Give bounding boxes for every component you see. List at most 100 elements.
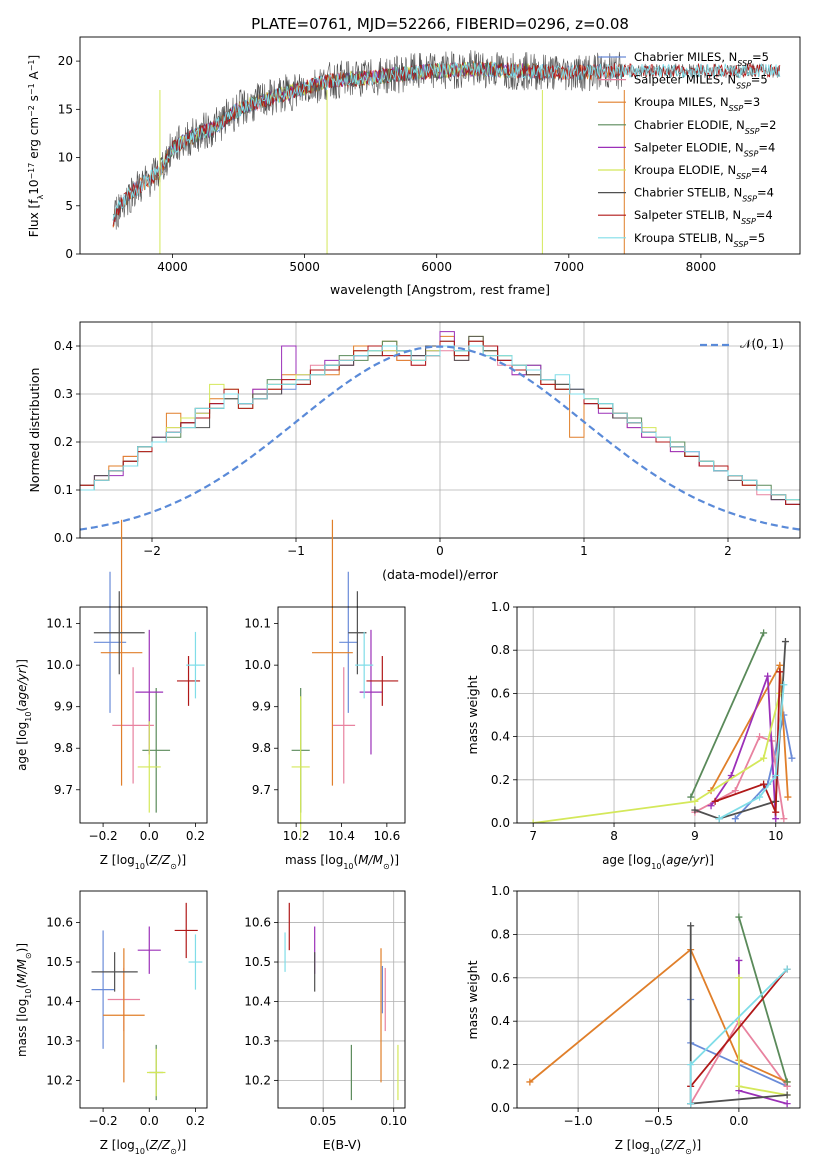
plot-area bbox=[91, 902, 203, 1101]
errorbar-point bbox=[359, 629, 383, 755]
weight-marker bbox=[780, 815, 788, 823]
y-tick-label: 1.0 bbox=[491, 884, 510, 898]
y-tick-label: 0.6 bbox=[491, 686, 510, 700]
x-tick-label: 0.05 bbox=[310, 1114, 337, 1128]
weight-marker bbox=[687, 793, 695, 801]
weight-marker bbox=[731, 787, 739, 795]
histogram-step bbox=[80, 345, 800, 505]
x-tick-label: 9 bbox=[691, 829, 699, 843]
legend-entry: 𝒩(0, 1) bbox=[740, 337, 784, 351]
weight-line bbox=[533, 693, 781, 823]
y-tick-label: 0.0 bbox=[54, 531, 73, 545]
weight-marker bbox=[691, 806, 699, 814]
legend-entry: Kroupa MILES, NSSP=3 bbox=[634, 95, 760, 113]
y-tick-label: 0.1 bbox=[54, 483, 73, 497]
weight-marker bbox=[760, 754, 768, 762]
weight-marker bbox=[526, 1078, 534, 1086]
gaussian-curve bbox=[80, 345, 800, 531]
y-tick-label: 10.2 bbox=[46, 1073, 73, 1087]
histogram-step bbox=[80, 340, 800, 505]
y-tick-label: 10.0 bbox=[244, 658, 271, 672]
y-tick-label: 0 bbox=[65, 247, 73, 261]
weight-marker bbox=[715, 815, 723, 823]
histogram-step bbox=[80, 340, 800, 505]
histogram-step bbox=[80, 345, 800, 510]
x-tick-label: −2 bbox=[143, 544, 161, 558]
weight-marker bbox=[760, 780, 768, 788]
y-tick-label: 9.7 bbox=[252, 783, 271, 797]
y-axis-label: Flux [fλ10−17 erg cm−2 s−1 A−1] bbox=[27, 55, 45, 237]
legend-entry: Salpeter STELIB, NSSP=4 bbox=[634, 208, 773, 226]
x-axis-label: Z [log10(Z/Z⊙)] bbox=[100, 1138, 186, 1156]
weight-marker bbox=[756, 793, 764, 801]
errorbar-point bbox=[291, 696, 310, 838]
y-tick-label: 0.0 bbox=[491, 816, 510, 830]
errorbar-point bbox=[142, 688, 171, 813]
weight-marker bbox=[735, 913, 743, 921]
y-tick-label: 15 bbox=[58, 102, 73, 116]
y-tick-label: 20 bbox=[58, 54, 73, 68]
errorbar-point bbox=[348, 591, 367, 675]
weight-marker bbox=[783, 1100, 791, 1108]
x-axis-label: E(B-V) bbox=[323, 1137, 362, 1152]
errorbar-point bbox=[137, 721, 161, 813]
y-tick-label: 0.4 bbox=[491, 730, 510, 744]
legend-entry: Kroupa STELIB, NSSP=5 bbox=[634, 231, 765, 249]
y-tick-label: 0.8 bbox=[491, 927, 510, 941]
y-tick-label: 0.4 bbox=[491, 1014, 510, 1028]
errorbar-point bbox=[332, 667, 356, 784]
legend-entry: Kroupa ELODIE, NSSP=4 bbox=[634, 163, 768, 181]
y-tick-label: 0.2 bbox=[54, 435, 73, 449]
axes-frame bbox=[79, 36, 801, 255]
weight-marker bbox=[772, 815, 780, 823]
errorbar-point bbox=[174, 902, 198, 959]
y-tick-label: 10.6 bbox=[46, 916, 73, 930]
x-tick-label: 4000 bbox=[157, 260, 188, 274]
y-tick-label: 10.1 bbox=[244, 617, 271, 631]
weight-marker bbox=[756, 733, 764, 741]
y-tick-label: 9.9 bbox=[54, 700, 73, 714]
y-tick-label: 1.0 bbox=[491, 600, 510, 614]
plot-area bbox=[284, 902, 399, 1101]
y-tick-label: 10.0 bbox=[46, 658, 73, 672]
panel-z-vs-mass: −0.2 0.0 0.2 10.2 10.3 10.4 10.5 10.6 Z [log10(Z… bbox=[15, 890, 208, 1156]
axes-frame bbox=[79, 606, 208, 824]
weight-marker bbox=[735, 956, 743, 964]
weight-marker bbox=[788, 754, 796, 762]
y-tick-label: 10.2 bbox=[244, 1073, 271, 1087]
x-axis-label: Z [log10(Z/Z⊙)] bbox=[100, 853, 186, 871]
errorbar-point bbox=[188, 934, 203, 990]
weight-marker bbox=[711, 797, 719, 805]
legend-entry: Chabrier STELIB, NSSP=4 bbox=[634, 186, 774, 204]
x-tick-label: 10.4 bbox=[328, 829, 355, 843]
plot-area bbox=[526, 913, 791, 1108]
axes-frame bbox=[79, 321, 801, 539]
histogram-step bbox=[80, 335, 800, 510]
axes-frame bbox=[516, 606, 801, 824]
x-tick-label: 7 bbox=[529, 829, 537, 843]
y-tick-label: 10.6 bbox=[244, 916, 271, 930]
histogram-step bbox=[80, 335, 800, 505]
panel-z-vs-age: −0.2 0.0 0.2 9.7 9.8 9.9 10.0 10.1 Z [log10(Z/Z⊙… bbox=[15, 519, 208, 871]
legend-entry: Chabrier ELODIE, NSSP=2 bbox=[634, 118, 776, 136]
weight-marker bbox=[687, 1061, 695, 1069]
x-axis-label: mass [log10(M/M⊙)] bbox=[285, 853, 399, 871]
y-tick-label: 0.2 bbox=[491, 1058, 510, 1072]
axes-frame bbox=[516, 890, 801, 1109]
weight-marker bbox=[731, 815, 739, 823]
x-tick-label: 8 bbox=[610, 829, 618, 843]
y-tick-label: 0.0 bbox=[491, 1101, 510, 1115]
x-tick-label: 10.6 bbox=[373, 829, 400, 843]
x-tick-label: −0.2 bbox=[89, 829, 118, 843]
x-tick-label: −1.0 bbox=[564, 1114, 593, 1128]
figure-title: PLATE=0761, MJD=52266, FIBERID=0296, z=0… bbox=[251, 15, 629, 33]
y-axis-label: mass weight bbox=[465, 675, 480, 754]
x-axis-label: wavelength [Angstrom, rest frame] bbox=[330, 282, 550, 297]
legend-entry: Salpeter MILES, NSSP=5 bbox=[634, 73, 768, 91]
y-tick-label: 5 bbox=[65, 199, 73, 213]
y-axis-label: Normed distribution bbox=[27, 368, 42, 493]
spectrum-line bbox=[112, 62, 781, 221]
weight-line bbox=[710, 675, 777, 819]
weight-marker bbox=[707, 802, 715, 810]
x-tick-label: 10.2 bbox=[283, 829, 310, 843]
